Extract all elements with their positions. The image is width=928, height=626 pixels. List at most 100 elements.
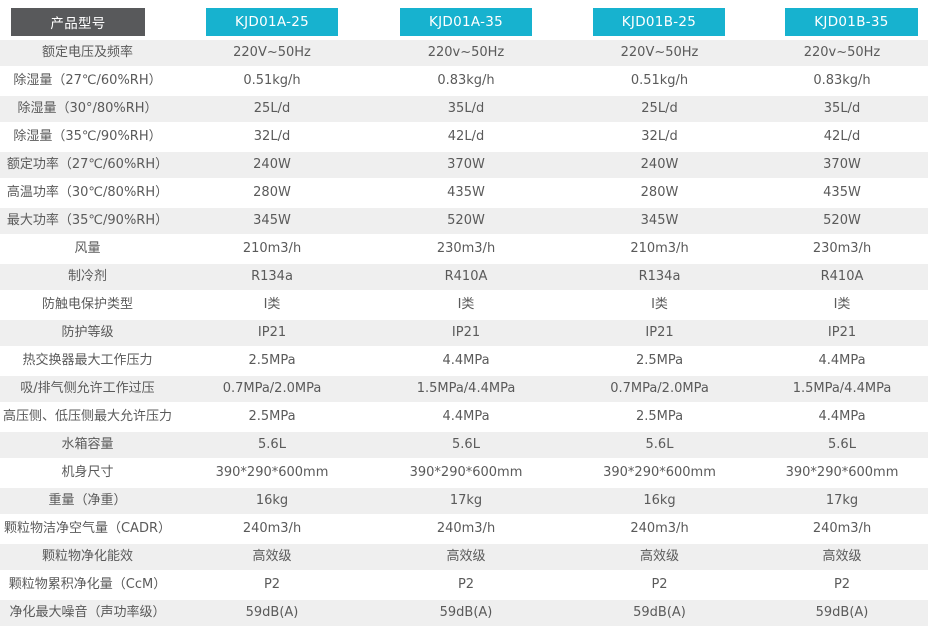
spec-row: 制冷剂 R134a R410A R134a R410A: [0, 262, 928, 290]
spec-value: 0.83kg/h: [813, 73, 871, 88]
spec-value: 59dB(A): [245, 605, 299, 620]
spec-value: 280W: [253, 185, 291, 200]
spec-value: P2: [263, 577, 281, 592]
spec-value: 16kg: [255, 493, 289, 508]
spec-value: 0.51kg/h: [243, 73, 301, 88]
spec-label: 防护等级: [61, 325, 114, 340]
spec-value: 240W: [253, 157, 291, 172]
spec-value: P2: [833, 577, 851, 592]
spec-value: 520W: [447, 213, 485, 228]
spec-value: 210m3/h: [242, 241, 302, 256]
spec-value: P2: [457, 577, 475, 592]
spec-row: 热交换器最大工作压力 2.5MPa 4.4MPa 2.5MPa 4.4MPa: [0, 346, 928, 374]
spec-value: 520W: [823, 213, 861, 228]
spec-label: 额定电压及频率: [41, 45, 133, 60]
spec-row: 额定功率（27℃/60%RH） 240W 370W 240W 370W: [0, 150, 928, 178]
spec-label: 颗粒物洁净空气量（CADR）: [3, 521, 171, 536]
spec-label: 重量（净重）: [48, 493, 127, 508]
spec-value: 5.6L: [645, 437, 674, 452]
spec-label: 机身尺寸: [61, 465, 114, 480]
spec-value: 2.5MPa: [635, 353, 684, 368]
spec-label: 净化最大噪音（声功率级）: [9, 605, 166, 620]
spec-label: 水箱容量: [61, 437, 114, 452]
model-header-4: KJD01B-35: [785, 8, 918, 36]
spec-row: 颗粒物净化能效 高效级 高效级 高效级 高效级: [0, 542, 928, 570]
spec-value: IP21: [827, 325, 857, 340]
spec-value: 17kg: [449, 493, 483, 508]
spec-value: 345W: [253, 213, 291, 228]
spec-value: 4.4MPa: [818, 353, 866, 368]
spec-label: 防触电保护类型: [41, 297, 133, 312]
table-header-row: 产品型号 KJD01A-25 KJD01A-35 KJD01B-25 KJD01…: [0, 0, 928, 38]
spec-row: 吸/排气侧允许工作过压 0.7MPa/2.0MPa 1.5MPa/4.4MPa …: [0, 374, 928, 402]
spec-value: 59dB(A): [633, 605, 686, 620]
spec-value: 1.5MPa/4.4MPa: [792, 381, 892, 396]
spec-label: 吸/排气侧允许工作过压: [20, 381, 155, 396]
spec-value: 390*290*600mm: [785, 465, 899, 480]
model-header-3: KJD01B-25: [593, 8, 725, 36]
spec-row: 除湿量（35℃/90%RH） 32L/d 42L/d 32L/d 42L/d: [0, 122, 928, 150]
spec-value: 高效级: [446, 549, 486, 564]
spec-value: 5.6L: [258, 437, 286, 452]
spec-value: 4.4MPa: [442, 409, 490, 424]
spec-value: 220V~50Hz: [233, 45, 311, 60]
spec-value: 390*290*600mm: [603, 465, 716, 480]
spec-label: 颗粒物净化能效: [41, 549, 133, 564]
spec-value: 390*290*600mm: [215, 465, 329, 480]
spec-value: 390*290*600mm: [409, 465, 523, 480]
spec-value: 2.5MPa: [248, 353, 296, 368]
spec-value: 240m3/h: [436, 521, 496, 536]
spec-value: 435W: [447, 185, 485, 200]
spec-value: 4.4MPa: [442, 353, 490, 368]
spec-row: 机身尺寸 390*290*600mm 390*290*600mm 390*290…: [0, 458, 928, 486]
spec-row: 最大功率（35℃/90%RH） 345W 520W 345W 520W: [0, 206, 928, 234]
spec-value: 59dB(A): [439, 605, 493, 620]
spec-value: 高效级: [822, 549, 862, 564]
spec-value: 32L/d: [641, 129, 678, 144]
spec-row: 除湿量（27℃/60%RH） 0.51kg/h 0.83kg/h 0.51kg/…: [0, 66, 928, 94]
spec-value: I类: [457, 297, 475, 312]
spec-table-body: 额定电压及频率 220V~50Hz 220v~50Hz 220V~50Hz 22…: [0, 38, 928, 626]
spec-value: 高效级: [639, 549, 679, 564]
spec-value: 0.51kg/h: [630, 73, 689, 88]
spec-value: 35L/d: [447, 101, 485, 116]
spec-value: 2.5MPa: [248, 409, 296, 424]
spec-label: 制冷剂: [67, 269, 107, 284]
spec-value: 4.4MPa: [818, 409, 866, 424]
spec-row: 水箱容量 5.6L 5.6L 5.6L 5.6L: [0, 430, 928, 458]
spec-label: 最大功率（35℃/90%RH）: [6, 213, 169, 228]
spec-value: R410A: [444, 269, 488, 284]
spec-value: 220V~50Hz: [620, 45, 699, 60]
spec-value: 16kg: [643, 493, 676, 508]
spec-row: 防触电保护类型 I类 I类 I类 I类: [0, 290, 928, 318]
spec-row: 额定电压及频率 220V~50Hz 220v~50Hz 220V~50Hz 22…: [0, 38, 928, 66]
spec-value: 240m3/h: [812, 521, 872, 536]
spec-row: 高温功率（30℃/80%RH） 280W 435W 280W 435W: [0, 178, 928, 206]
spec-label: 额定功率（27℃/60%RH）: [6, 157, 169, 172]
spec-value: 1.5MPa/4.4MPa: [416, 381, 516, 396]
spec-row: 净化最大噪音（声功率级） 59dB(A) 59dB(A) 59dB(A) 59d…: [0, 598, 928, 626]
spec-value: I类: [263, 297, 281, 312]
spec-value: 0.83kg/h: [437, 73, 495, 88]
spec-value: 280W: [640, 185, 679, 200]
spec-label: 颗粒物累积净化量（CcM）: [8, 577, 167, 592]
spec-value: 0.7MPa/2.0MPa: [222, 381, 322, 396]
spec-row: 防护等级 IP21 IP21 IP21 IP21: [0, 318, 928, 346]
spec-value: 230m3/h: [812, 241, 872, 256]
spec-value: IP21: [451, 325, 481, 340]
spec-value: R410A: [820, 269, 864, 284]
corner-header-product-model: 产品型号: [11, 8, 145, 36]
spec-label: 除湿量（30°/80%RH）: [17, 101, 158, 116]
spec-value: 220v~50Hz: [427, 45, 505, 60]
spec-value: IP21: [645, 325, 674, 340]
spec-label: 热交换器最大工作压力: [22, 353, 153, 368]
spec-row: 高压侧、低压侧最大允许压力 2.5MPa 4.4MPa 2.5MPa 4.4MP…: [0, 402, 928, 430]
spec-value: 2.5MPa: [635, 409, 684, 424]
spec-label: 风量: [74, 241, 101, 256]
spec-value: 230m3/h: [436, 241, 496, 256]
spec-value: 59dB(A): [815, 605, 869, 620]
spec-value: 35L/d: [823, 101, 861, 116]
spec-value: 210m3/h: [630, 241, 689, 256]
spec-label: 除湿量（35℃/90%RH）: [13, 129, 162, 144]
